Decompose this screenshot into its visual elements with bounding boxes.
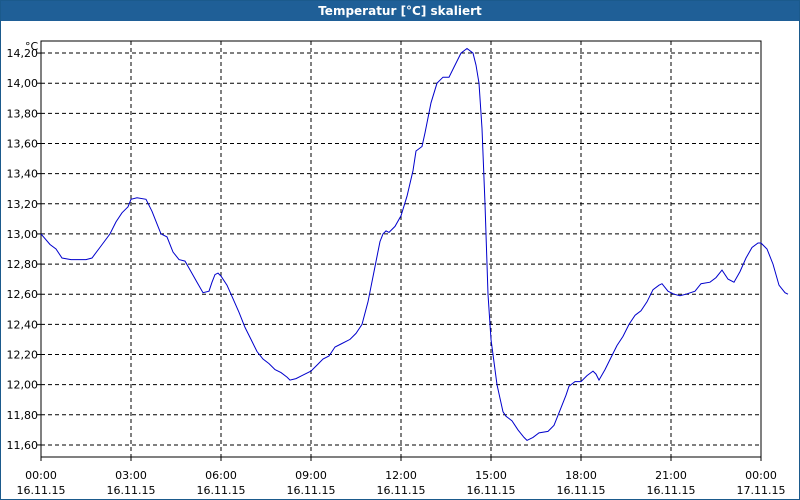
y-tick-label: 13,60 [7,137,39,150]
x-tick-time-label: 00:00 [745,469,777,482]
x-tick-time-label: 06:00 [205,469,237,482]
x-tick-time-label: 15:00 [475,469,507,482]
x-axis-ticks: 00:00 16.11.15 03:00 16.11.15 06:00 16.11.15 0… [17,457,786,497]
y-tick-label: 12,20 [7,349,39,362]
x-tick-date-label: 16.11.15 [197,484,246,497]
y-tick-label: 12,80 [7,258,39,271]
y-tick-label: 14,00 [7,77,39,90]
y-axis-unit-label: °C [25,40,39,53]
x-tick-date-label: 16.11.15 [557,484,606,497]
y-tick-label: 12,60 [7,288,39,301]
y-tick-label: 13,00 [7,228,39,241]
grid-lines [41,41,761,457]
x-tick-time-label: 18:00 [565,469,597,482]
y-tick-label: 12,40 [7,318,39,331]
x-tick-date-label: 17.11.15 [737,484,786,497]
temperature-chart: 11,60 11,80 12,00 12,20 12,40 12,60 12,80 13,00… [7,40,789,497]
y-tick-label: 12,00 [7,379,39,392]
temperature-series-line [40,47,789,442]
x-tick-date-label: 16.11.15 [377,484,426,497]
chart-title: Temperatur [°C] skaliert [1,1,799,21]
x-tick-time-label: 03:00 [115,469,147,482]
x-tick-time-label: 21:00 [655,469,687,482]
y-tick-label: 11,80 [7,409,39,422]
x-tick-time-label: 12:00 [385,469,417,482]
y-tick-label: 13,80 [7,107,39,120]
y-axis-ticks: 11,60 11,80 12,00 12,20 12,40 12,60 12,80 13,00… [7,47,41,452]
x-tick-date-label: 16.11.15 [17,484,66,497]
x-tick-date-label: 16.11.15 [647,484,696,497]
x-tick-date-label: 16.11.15 [467,484,516,497]
y-tick-label: 13,20 [7,198,39,211]
y-tick-label: 14,20 [7,47,39,60]
x-tick-date-label: 16.11.15 [287,484,336,497]
y-tick-label: 13,40 [7,168,39,181]
x-tick-date-label: 16.11.15 [107,484,156,497]
x-tick-time-label: 09:00 [295,469,327,482]
x-tick-time-label: 00:00 [25,469,57,482]
y-tick-label: 11,60 [7,439,39,452]
